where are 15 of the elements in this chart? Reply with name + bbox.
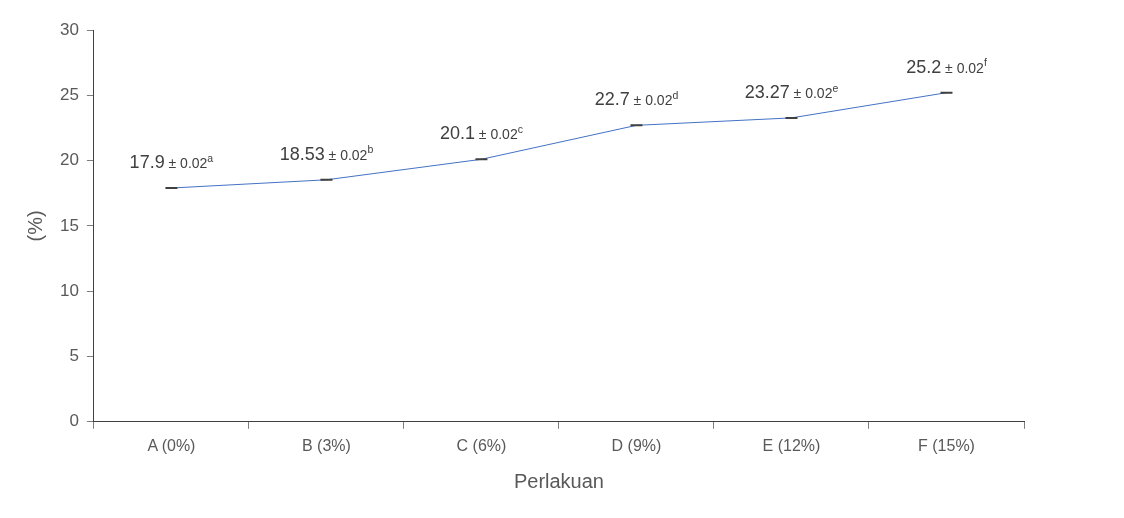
x-tick-label: E (12%) (762, 436, 821, 454)
y-tick-label: 20 (59, 150, 79, 170)
x-tick-label: F (15%) (918, 436, 975, 454)
y-tick-label: 0 (69, 411, 79, 431)
y-tick-label: 30 (59, 19, 79, 39)
y-tick-label: 10 (59, 280, 79, 300)
x-tick-label: D (9%) (611, 436, 662, 454)
y-tick-label: 5 (69, 346, 79, 366)
y-tick-label: 25 (59, 84, 79, 104)
x-tick-label: C (6%) (456, 436, 507, 454)
y-axis-title: (%) (23, 210, 46, 242)
y-tick-label: 15 (59, 215, 79, 235)
x-tick-label: A (0%) (147, 436, 196, 454)
x-axis-title: Perlakuan (513, 469, 604, 492)
x-tick-label: B (3%) (301, 436, 351, 454)
